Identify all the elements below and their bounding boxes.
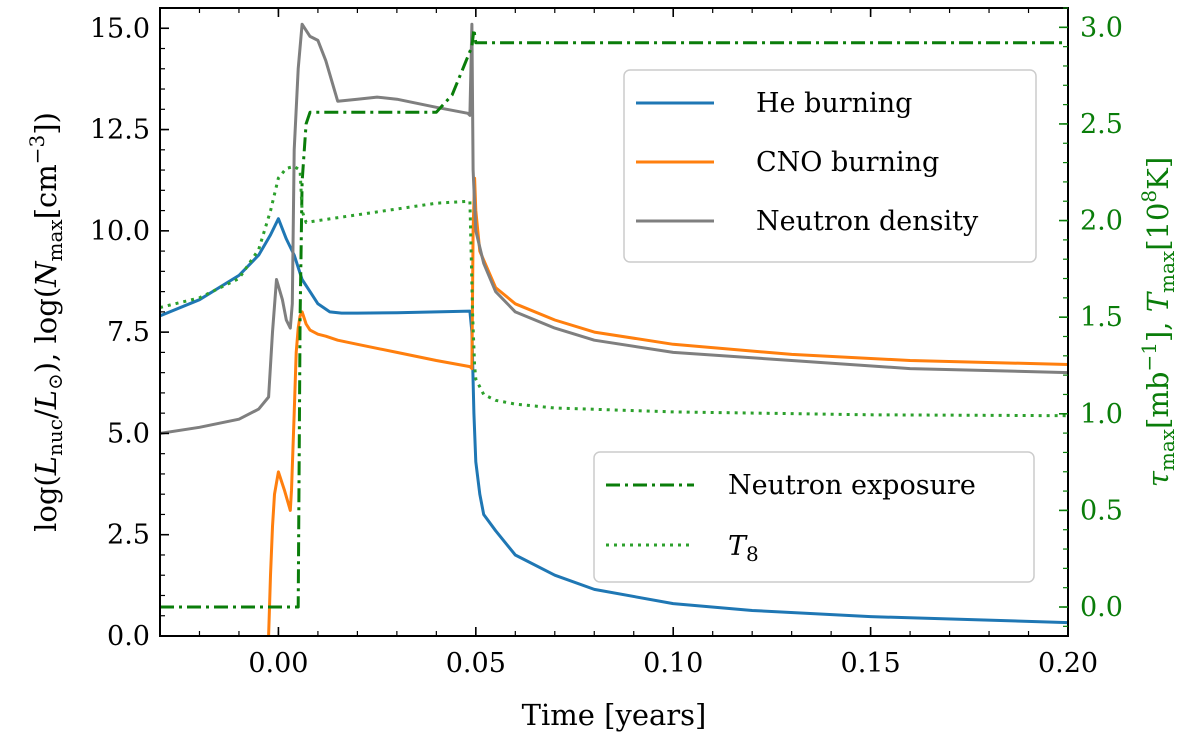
legend-cno-label: CNO burning bbox=[756, 147, 939, 178]
y-right-tick-label: 0.5 bbox=[1080, 495, 1123, 526]
y-left-tick-label: 2.5 bbox=[107, 520, 150, 551]
legend-exposure-label: Neutron exposure bbox=[728, 470, 976, 501]
y-left-tick-label: 12.5 bbox=[90, 115, 150, 146]
legend-he-label: He burning bbox=[756, 88, 912, 119]
legend-top-frame bbox=[623, 69, 1037, 263]
series-line-neutron-exposure bbox=[160, 27, 1068, 609]
y-left-tick-label: 5.0 bbox=[107, 418, 150, 449]
y-right-tick-label: 3.0 bbox=[1080, 12, 1123, 43]
series-line-cno-burning bbox=[267, 176, 1068, 636]
series-layer bbox=[160, 22, 1068, 636]
x-tick-label: 0.05 bbox=[446, 648, 506, 679]
y-right-tick-label: 2.0 bbox=[1080, 206, 1123, 237]
series-line-he-burning bbox=[160, 217, 1068, 625]
y-right-tick-label: 1.0 bbox=[1080, 399, 1123, 430]
y-axis-left-title: log(Lnuc/L⊙), log(Nmax[cm−3]) bbox=[25, 112, 67, 532]
x-tick-label: 0.15 bbox=[841, 648, 901, 679]
x-tick-label: 0.10 bbox=[643, 648, 703, 679]
y-right-tick-label: 2.5 bbox=[1080, 109, 1123, 140]
legend-top: He burning CNO burning Neutron density bbox=[623, 69, 1037, 263]
y-right-tick-label: 1.5 bbox=[1080, 302, 1123, 333]
legend-neutron-density-label: Neutron density bbox=[756, 206, 979, 237]
y-left-tick-label: 0.0 bbox=[107, 621, 150, 652]
y-right-tick-label: 0.0 bbox=[1080, 592, 1123, 623]
legend-bottom-frame bbox=[593, 451, 1035, 583]
legend-t8-label: T8 bbox=[728, 531, 759, 566]
y-left-tick-label: 7.5 bbox=[107, 317, 150, 348]
y-left-tick-label: 10.0 bbox=[90, 216, 150, 247]
series-line-t-8 bbox=[160, 164, 1068, 418]
plot-frame bbox=[159, 7, 1069, 637]
x-axis-title: Time [years] bbox=[522, 698, 707, 732]
x-tick-label: 0.20 bbox=[1038, 648, 1098, 679]
x-tick-label: 0.00 bbox=[248, 648, 308, 679]
legend-bottom: Neutron exposure T8 bbox=[593, 451, 1035, 583]
y-axis-right-title: τmax[mb−1], Tmax[108K] bbox=[1137, 157, 1179, 487]
y-left-tick-label: 15.0 bbox=[90, 13, 150, 44]
ticks-layer: 0.00 0.05 0.10 0.15 0.20 0.0 2.5 5.0 7.5 10.0 12.5… bbox=[90, 7, 1123, 679]
series-line-neutron-density bbox=[160, 22, 1068, 435]
